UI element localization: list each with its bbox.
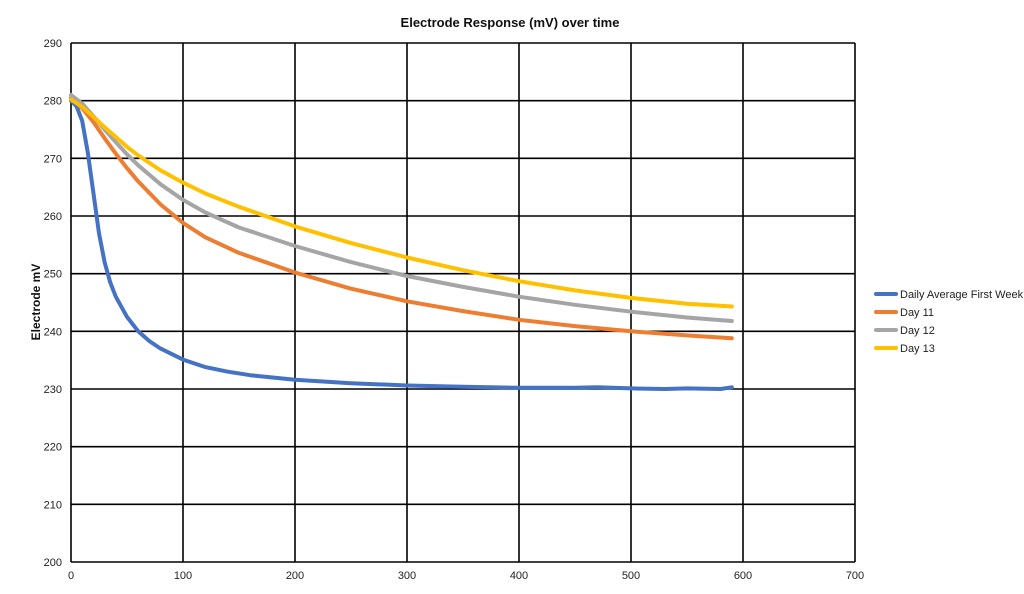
grid	[70, 42, 856, 563]
y-tick-label: 260	[44, 211, 62, 223]
legend-label: Daily Average First Week	[900, 289, 1024, 301]
x-tick-label: 0	[68, 570, 74, 582]
y-tick-label: 210	[44, 499, 62, 511]
series-line-1	[69, 98, 734, 391]
chart-title: Electrode Response (mV) over time	[401, 15, 620, 30]
y-tick-label: 200	[44, 557, 62, 569]
y-axis-ticks: 200 210 220 230 240 250 260 270 280 290	[44, 38, 62, 569]
series-line-4	[69, 97, 734, 309]
y-tick-label: 230	[44, 384, 62, 396]
y-tick-label: 250	[44, 269, 62, 281]
legend-label: Day 11	[900, 307, 934, 319]
x-tick-label: 200	[286, 570, 304, 582]
y-axis-title: Electrode mV	[29, 264, 43, 341]
legend: Daily Average First Week Day 11 Day 12 Day …	[874, 289, 1024, 355]
y-tick-label: 240	[44, 326, 62, 338]
y-tick-label: 270	[44, 153, 62, 165]
x-tick-label: 300	[398, 570, 416, 582]
y-tick-label: 280	[44, 96, 62, 108]
x-tick-label: 600	[734, 570, 752, 582]
legend-label: Day 12	[900, 325, 935, 337]
y-tick-label: 290	[44, 38, 62, 50]
legend-label: Day 13	[900, 343, 935, 355]
x-tick-label: 500	[622, 570, 640, 582]
x-axis-ticks: 0 100 200 300 400 500 600 700	[68, 570, 864, 582]
series-line-2	[69, 95, 734, 341]
series-line-3	[69, 92, 734, 323]
series-lines	[69, 92, 734, 391]
y-tick-label: 220	[44, 442, 62, 454]
x-tick-label: 100	[174, 570, 192, 582]
x-tick-label: 700	[846, 570, 864, 582]
x-tick-label: 400	[510, 570, 528, 582]
